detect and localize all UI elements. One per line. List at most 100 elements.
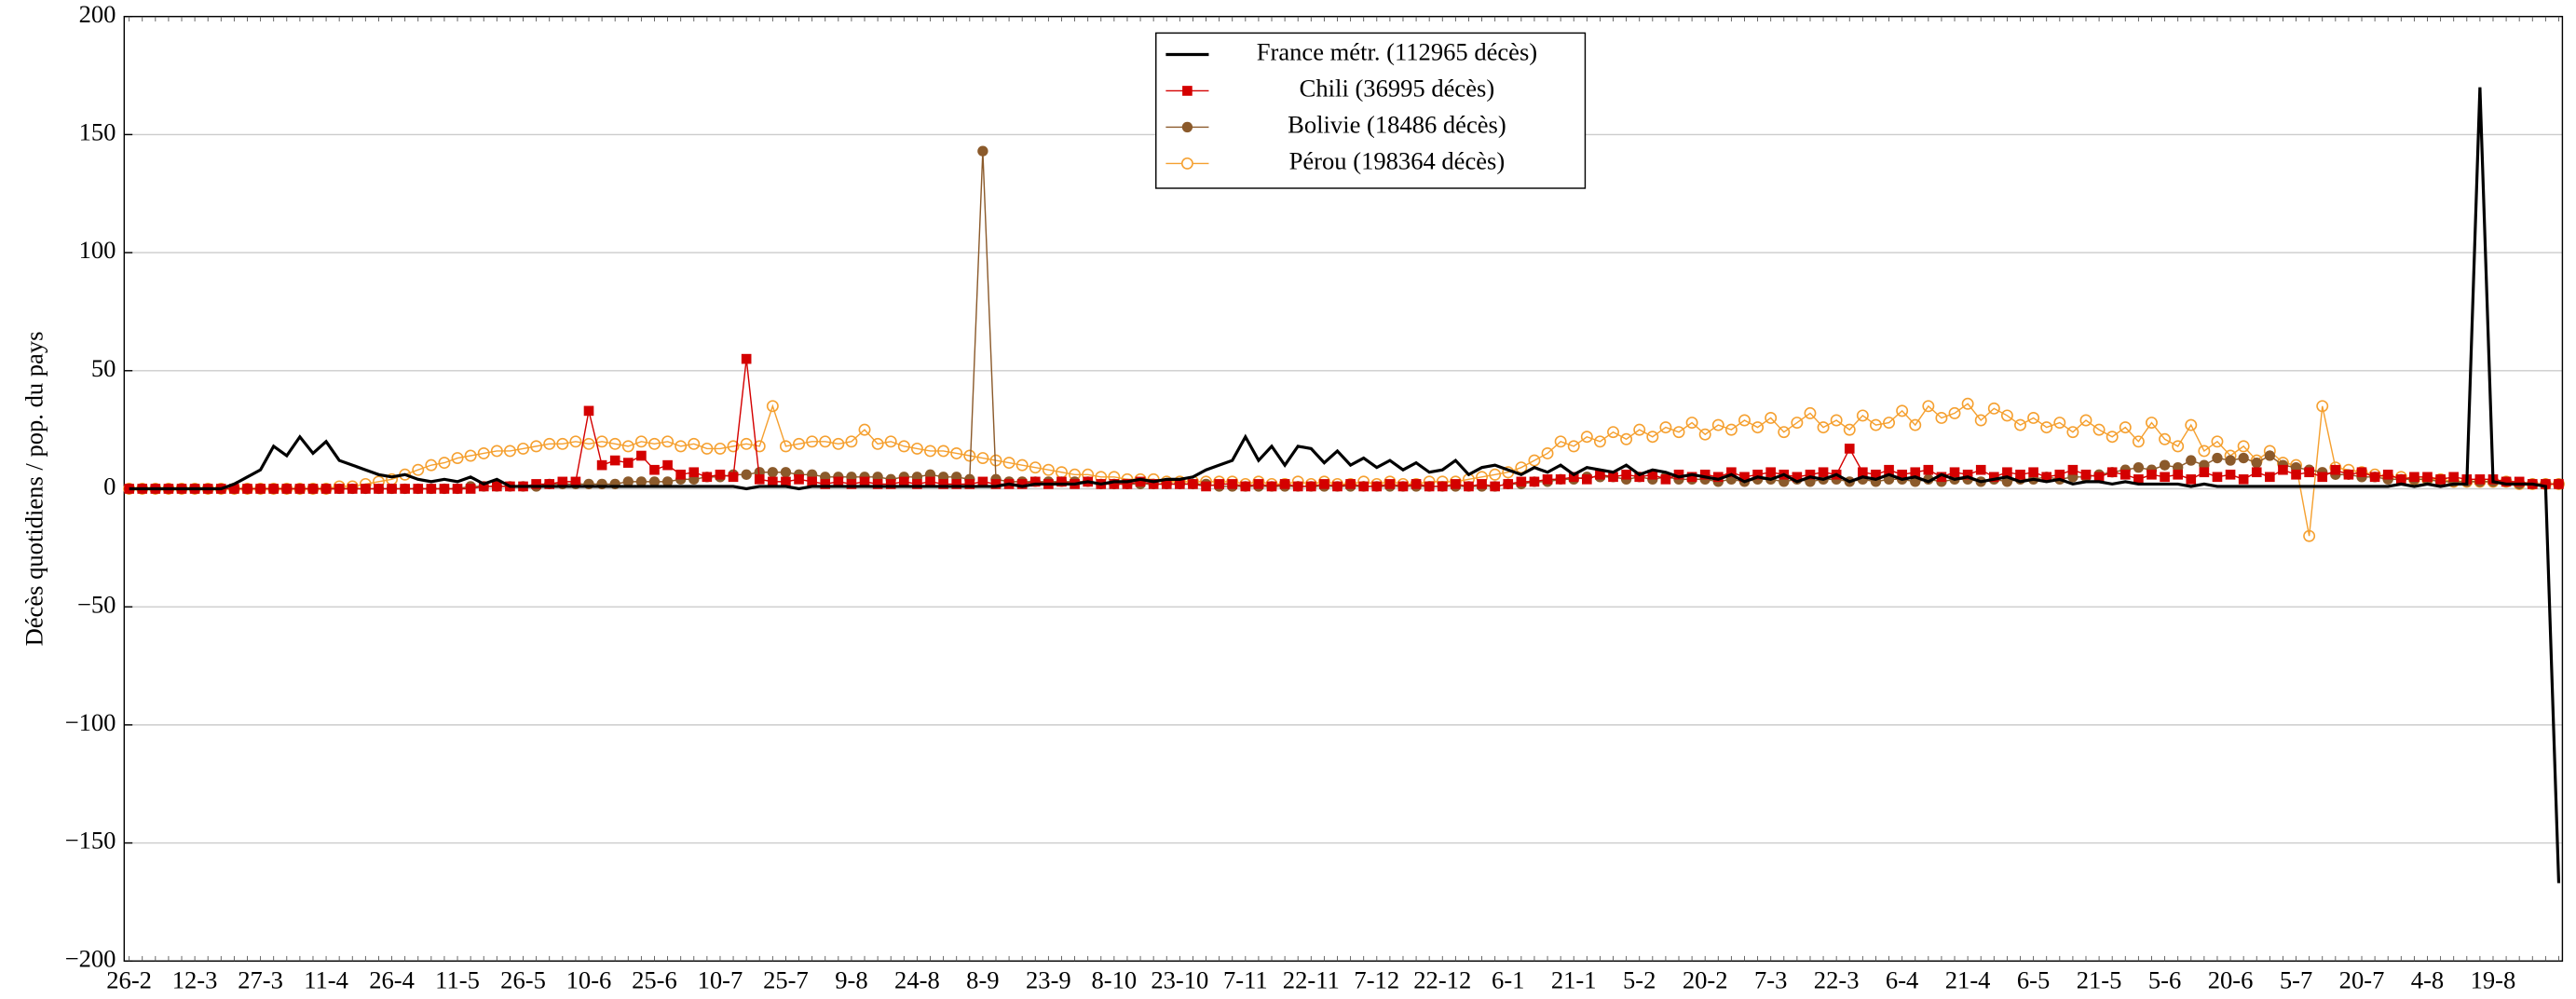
x-tick-label: 22-3 bbox=[1814, 965, 1860, 993]
data-point bbox=[2409, 472, 2419, 483]
data-point bbox=[412, 463, 425, 476]
data-point bbox=[1345, 479, 1356, 489]
x-tick-label: 27-3 bbox=[238, 965, 283, 993]
data-point bbox=[977, 145, 988, 157]
x-tick-label: 7-3 bbox=[1754, 965, 1787, 993]
data-point bbox=[1029, 476, 1041, 487]
data-point bbox=[1739, 472, 1750, 483]
data-point bbox=[2343, 469, 2354, 480]
data-point bbox=[361, 484, 371, 494]
legend-label: Pérou (198364 décès) bbox=[1289, 147, 1506, 175]
data-point bbox=[950, 447, 963, 459]
x-tick-label: 5-2 bbox=[1623, 965, 1656, 993]
data-point bbox=[1607, 426, 1619, 439]
data-point bbox=[608, 437, 621, 450]
data-point bbox=[990, 479, 1002, 489]
data-point bbox=[1542, 474, 1553, 485]
legend-marker bbox=[1180, 157, 1193, 170]
data-point bbox=[2027, 412, 2040, 424]
data-point bbox=[1699, 469, 1711, 480]
data-point bbox=[334, 484, 345, 494]
data-point bbox=[1135, 476, 1146, 487]
data-point bbox=[622, 458, 634, 468]
data-point bbox=[1856, 409, 1869, 422]
x-tick-label: 26-5 bbox=[500, 965, 546, 993]
data-point bbox=[570, 476, 581, 487]
y-tick-label: −200 bbox=[65, 944, 116, 972]
data-point bbox=[2237, 440, 2250, 453]
data-point bbox=[1490, 481, 1500, 492]
series-line bbox=[129, 87, 2561, 883]
data-point bbox=[897, 440, 910, 453]
data-point bbox=[819, 435, 832, 448]
data-point bbox=[1424, 481, 1435, 492]
data-point bbox=[2067, 464, 2079, 475]
data-point bbox=[2000, 409, 2013, 422]
data-point bbox=[872, 479, 883, 489]
data-point bbox=[728, 472, 739, 483]
data-point bbox=[2514, 476, 2525, 487]
data-point bbox=[832, 437, 845, 450]
x-tick-label: 22-11 bbox=[1283, 965, 1340, 993]
data-point bbox=[2133, 462, 2145, 473]
data-point bbox=[977, 476, 988, 487]
data-point bbox=[1568, 472, 1579, 483]
data-point bbox=[2278, 464, 2288, 475]
x-tick-label: 11-4 bbox=[304, 965, 348, 993]
y-tick-label: −100 bbox=[65, 708, 116, 736]
data-point bbox=[1319, 479, 1329, 489]
data-point bbox=[413, 484, 424, 494]
data-point bbox=[2002, 467, 2012, 478]
data-point bbox=[451, 452, 464, 465]
data-point bbox=[255, 484, 266, 494]
data-point bbox=[2316, 400, 2329, 413]
data-point bbox=[2356, 467, 2367, 478]
data-point bbox=[846, 479, 857, 489]
x-tick-label: 11-5 bbox=[435, 965, 480, 993]
data-point bbox=[530, 440, 543, 453]
data-point bbox=[964, 479, 975, 489]
data-point bbox=[347, 484, 358, 494]
data-point bbox=[2119, 421, 2132, 434]
data-point bbox=[2265, 472, 2275, 483]
data-point bbox=[622, 476, 634, 487]
data-point bbox=[1724, 423, 1738, 436]
data-point bbox=[1292, 481, 1303, 492]
data-point bbox=[2080, 469, 2092, 480]
data-point bbox=[1633, 423, 1646, 436]
data-point bbox=[1593, 435, 1606, 448]
data-point bbox=[1516, 476, 1527, 487]
data-point bbox=[1580, 431, 1593, 444]
data-point bbox=[2554, 479, 2564, 489]
data-point bbox=[1871, 469, 1881, 480]
data-point bbox=[2291, 469, 2301, 480]
data-point bbox=[2106, 467, 2118, 478]
data-point bbox=[229, 484, 239, 494]
data-point bbox=[1791, 417, 1804, 430]
data-point bbox=[1711, 418, 1724, 431]
data-point bbox=[1844, 444, 1855, 454]
data-point bbox=[662, 459, 673, 471]
data-point bbox=[1672, 426, 1685, 439]
data-point bbox=[582, 437, 595, 450]
data-point bbox=[1792, 472, 1803, 483]
legend-label: Bolivie (18486 décès) bbox=[1288, 111, 1506, 139]
data-point bbox=[912, 479, 922, 489]
data-point bbox=[1922, 400, 1935, 413]
data-point bbox=[779, 440, 792, 453]
data-point bbox=[1015, 458, 1029, 472]
data-point bbox=[1621, 469, 1631, 480]
data-point bbox=[1751, 421, 1765, 434]
data-point bbox=[1358, 481, 1370, 492]
data-point bbox=[1647, 469, 1658, 480]
data-point bbox=[1371, 481, 1383, 492]
data-point bbox=[1634, 472, 1645, 483]
data-point bbox=[649, 464, 660, 475]
data-point bbox=[2225, 469, 2236, 480]
data-point bbox=[2186, 455, 2197, 466]
x-tick-label: 19-8 bbox=[2471, 965, 2516, 993]
data-point bbox=[858, 423, 871, 436]
data-point bbox=[1962, 469, 1973, 480]
data-point bbox=[1685, 417, 1698, 430]
data-point bbox=[2132, 435, 2145, 448]
